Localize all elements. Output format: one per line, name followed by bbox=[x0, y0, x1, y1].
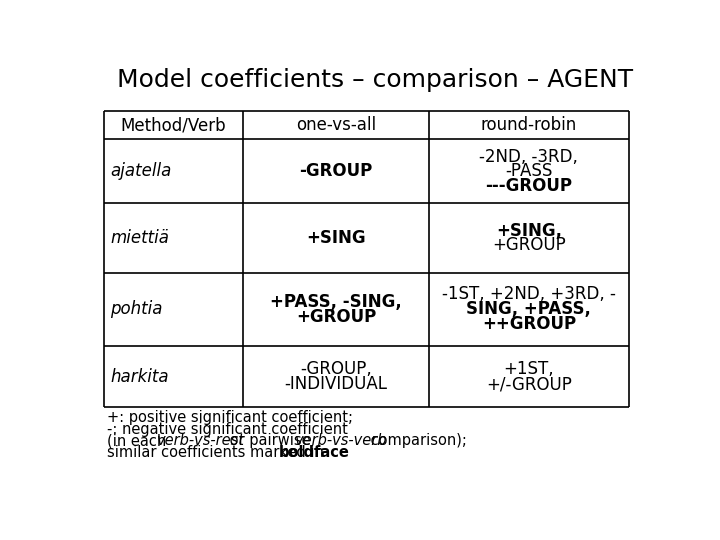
Text: verb-vs-rest: verb-vs-rest bbox=[156, 433, 245, 448]
Text: SING, +PASS,: SING, +PASS, bbox=[467, 300, 591, 318]
Text: boldface: boldface bbox=[279, 444, 350, 460]
Text: -PASS: -PASS bbox=[505, 163, 553, 180]
Text: ++GROUP: ++GROUP bbox=[482, 315, 576, 333]
Text: -: negative significant coefficient: -: negative significant coefficient bbox=[107, 422, 348, 436]
Text: Model coefficients – comparison – AGENT: Model coefficients – comparison – AGENT bbox=[117, 68, 634, 92]
Text: -INDIVIDUAL: -INDIVIDUAL bbox=[284, 375, 387, 393]
Text: +SING,: +SING, bbox=[496, 221, 562, 240]
Text: -1ST, +2ND, +3RD, -: -1ST, +2ND, +3RD, - bbox=[442, 286, 616, 303]
Text: +SING: +SING bbox=[306, 229, 366, 247]
Text: -GROUP,: -GROUP, bbox=[300, 360, 372, 378]
Text: +/-GROUP: +/-GROUP bbox=[486, 375, 572, 393]
Text: -GROUP: -GROUP bbox=[300, 163, 373, 180]
Text: +: positive significant coefficient;: +: positive significant coefficient; bbox=[107, 410, 353, 425]
Text: miettiä: miettiä bbox=[110, 229, 169, 247]
Text: ---GROUP: ---GROUP bbox=[485, 177, 572, 195]
Text: -2ND, -3RD,: -2ND, -3RD, bbox=[480, 147, 578, 166]
Text: verb-vs-verb: verb-vs-verb bbox=[294, 433, 387, 448]
Text: harkita: harkita bbox=[110, 368, 168, 386]
Text: similar coefficients marked in: similar coefficients marked in bbox=[107, 444, 328, 460]
Text: round-robin: round-robin bbox=[481, 116, 577, 134]
Text: one-vs-all: one-vs-all bbox=[296, 116, 376, 134]
Text: comparison);: comparison); bbox=[366, 433, 467, 448]
Text: ajatella: ajatella bbox=[110, 163, 171, 180]
Text: +GROUP: +GROUP bbox=[492, 237, 566, 254]
Text: (in each: (in each bbox=[107, 433, 171, 448]
Text: +GROUP: +GROUP bbox=[296, 308, 377, 326]
Text: pohtia: pohtia bbox=[110, 300, 163, 318]
Text: +1ST,: +1ST, bbox=[503, 360, 554, 378]
Text: Method/Verb: Method/Verb bbox=[121, 116, 226, 134]
Text: or pairwise: or pairwise bbox=[225, 433, 315, 448]
Text: +PASS, -SING,: +PASS, -SING, bbox=[270, 293, 402, 311]
